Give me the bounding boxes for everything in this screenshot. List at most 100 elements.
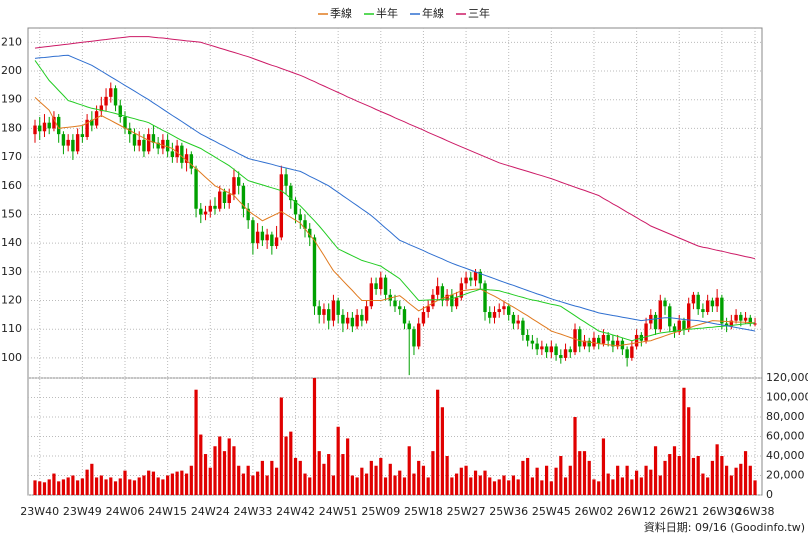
volume-bar (317, 451, 321, 495)
candle-body (440, 286, 445, 301)
x-tick-label: 25W18 (404, 505, 443, 518)
candle-body (682, 320, 686, 330)
y2-tick-label: 20,000 (766, 469, 805, 482)
volume-bar (42, 482, 47, 495)
candle-body (511, 314, 516, 324)
candle-body (236, 177, 241, 186)
candle-body (194, 168, 198, 209)
candle-body (161, 139, 165, 149)
volume-bar (369, 460, 373, 495)
y-tick-label: 160 (1, 179, 22, 192)
volume-bar (346, 438, 350, 495)
volume-bar (298, 460, 302, 495)
volume-bar (232, 446, 236, 495)
candle-body (421, 312, 426, 324)
volume-bar (184, 473, 189, 495)
candle-body (658, 300, 662, 330)
volume-bar (241, 473, 246, 495)
ma-line (34, 60, 756, 342)
volume-bar (454, 473, 459, 495)
candle-body (502, 306, 506, 310)
candle-body (317, 306, 321, 315)
candle-body (554, 346, 558, 356)
x-tick-label: 25W09 (361, 505, 400, 518)
volume-bar (611, 479, 615, 495)
candle-body (175, 145, 179, 158)
candle-body (535, 343, 539, 350)
candle-body (137, 139, 141, 146)
y2-tick-label: 0 (766, 488, 773, 501)
candle-body (180, 145, 184, 163)
candle-body (270, 234, 274, 247)
x-tick-label: 23W49 (63, 505, 102, 518)
candle-body (85, 119, 89, 138)
volume-bar (33, 480, 37, 495)
candle-body (38, 125, 42, 132)
candle-body (66, 139, 70, 146)
volume-bar (161, 479, 165, 495)
volume-bar (725, 465, 729, 495)
candle-body (625, 349, 629, 358)
candle-body (71, 139, 75, 152)
volume-bar (284, 436, 288, 495)
volume-bar (526, 457, 530, 495)
x-tick-label: 24W06 (106, 505, 145, 518)
candle-body (312, 237, 317, 307)
volume-bar (99, 475, 103, 495)
candle-body (360, 314, 364, 321)
volume-bar (132, 480, 137, 495)
candle-body (170, 151, 175, 158)
candle-body (743, 317, 748, 321)
volume-bar (137, 477, 141, 495)
candle-body (753, 323, 757, 325)
candle-body (492, 312, 497, 318)
candle-body (478, 271, 482, 284)
volume-bar (630, 479, 634, 495)
volume-bar (587, 460, 591, 495)
candle-body (497, 309, 501, 313)
volume-bar (710, 460, 714, 495)
candle-body (322, 309, 326, 315)
volume-bar (260, 460, 264, 495)
candle-body (374, 283, 378, 290)
volume-bar (80, 478, 84, 495)
candle-body (383, 277, 388, 295)
volume-bar (94, 477, 99, 495)
legend-label: 半年 (376, 6, 398, 20)
candle-body (563, 349, 568, 358)
candle-body (251, 220, 255, 244)
volume-bar (421, 465, 426, 495)
candle-body (691, 294, 696, 304)
volume-bar (677, 456, 681, 495)
volume-bar (170, 473, 174, 495)
volume-bar (246, 465, 250, 495)
volume-bar (336, 426, 340, 495)
volume-bar (194, 389, 198, 495)
candle-body (128, 128, 132, 135)
volume-bar (71, 475, 75, 495)
volume-bar (374, 465, 378, 495)
candle-body (156, 142, 160, 149)
legend-label: 三年 (468, 6, 490, 20)
y-tick-label: 130 (1, 265, 22, 278)
candle-body (331, 300, 336, 321)
candle-body (33, 125, 37, 135)
volume-bar (668, 454, 672, 495)
candle-body (715, 297, 719, 307)
volume-bar (364, 473, 369, 495)
candle-body (369, 283, 374, 307)
volume-bar (147, 470, 151, 495)
volume-bar (743, 451, 748, 495)
volume-bar (237, 465, 241, 495)
candle-body (246, 208, 250, 221)
candle-body (350, 317, 355, 327)
candle-body (426, 306, 430, 313)
volume-bar (327, 454, 331, 495)
volume-bar (459, 467, 463, 495)
candle-body (241, 185, 246, 209)
candle-body (606, 334, 610, 341)
volume-bar (312, 378, 317, 495)
candle-body (308, 228, 312, 238)
volume-bar (720, 456, 724, 495)
candle-body (601, 334, 606, 344)
